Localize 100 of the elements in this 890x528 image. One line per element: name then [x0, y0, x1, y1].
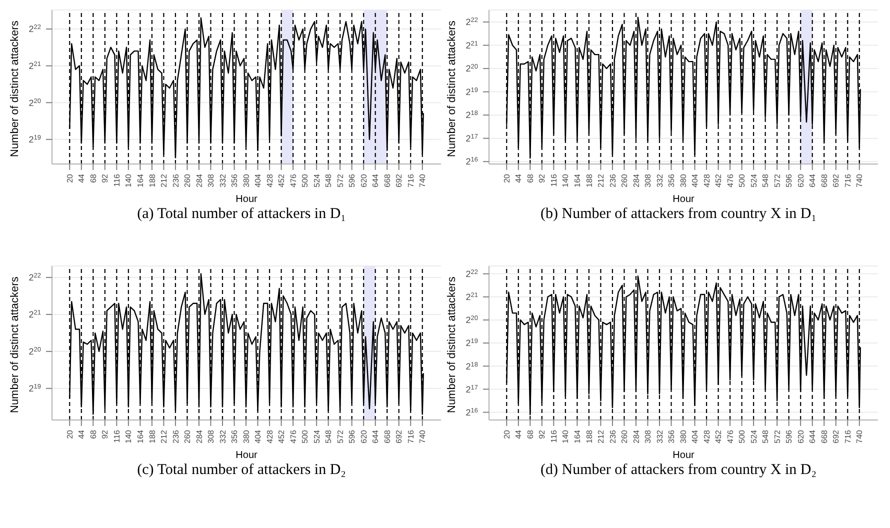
x-tick-label: 44	[77, 429, 86, 439]
x-tick-label: 620	[359, 173, 368, 188]
x-tick-label: 212	[160, 429, 169, 444]
x-tick-label: 44	[77, 173, 86, 183]
x-tick-label: 116	[549, 429, 558, 443]
x-tick-label: 164	[136, 429, 145, 444]
x-tick-label: 260	[620, 429, 630, 444]
x-tick-label: 188	[148, 173, 157, 188]
x-tick-label: 668	[820, 429, 829, 444]
y-tick-label: 2$^{20}$	[466, 63, 478, 74]
text: (b) Number of attackers from country X in D₁	[540, 206, 818, 223]
x-tick-label: 596	[784, 429, 794, 444]
y-tick-label: 2$^{16}$	[466, 406, 478, 418]
x-tick-label: 332	[218, 173, 228, 188]
x-tick-label: 572	[772, 173, 782, 188]
y-axis-title: Number of distinct attackers	[8, 276, 21, 413]
x-tick-label: 572	[336, 429, 345, 444]
y-tick-label: 2$^{21}$	[28, 309, 42, 320]
x-tick-label: 476	[288, 429, 298, 444]
x-tick-label: 236	[608, 173, 618, 188]
x-axis-title: Hour	[236, 450, 258, 461]
x-tick-label: 404	[254, 173, 263, 188]
x-tick-label: 332	[655, 429, 664, 444]
x-tick-label: 356	[667, 429, 676, 444]
x-tick-label: 716	[843, 429, 852, 444]
x-tick-label: 644	[371, 429, 380, 444]
x-tick-label: 140	[561, 429, 570, 444]
x-tick-label: 668	[820, 173, 829, 188]
x-tick-label: 212	[596, 429, 606, 444]
x-tick-label: 740	[855, 429, 864, 444]
x-tick-label: 92	[100, 429, 110, 439]
x-tick-label: 692	[394, 429, 404, 444]
x-tick-label: 428	[265, 173, 274, 188]
x-tick-label: 524	[749, 429, 758, 444]
y-axis-title: Number of distinct attackers	[8, 20, 21, 157]
y-axis-title: Number of distinct attackers	[446, 276, 458, 413]
x-tick-label: 68	[526, 173, 535, 183]
x-tick-label: 740	[418, 429, 428, 444]
y-tick-label: 2$^{22}$	[466, 268, 478, 279]
x-tick-label: 140	[124, 429, 134, 444]
x-tick-label: 284	[194, 429, 204, 444]
x-tick-label: 236	[171, 173, 180, 188]
x-tick-label: 116	[112, 173, 122, 187]
y-tick-label: 2$^{22}$	[28, 272, 42, 283]
x-tick-label: 548	[324, 173, 334, 188]
y-tick-label: 2$^{21}$	[466, 40, 478, 50]
x-tick-label: 404	[690, 429, 700, 444]
x-tick-label: 260	[183, 429, 192, 444]
x-tick-label: 140	[561, 173, 570, 188]
x-tick-label: 668	[382, 173, 392, 188]
y-tick-label: 2$^{20}$	[28, 97, 42, 108]
y-tick-label: 2$^{16}$	[466, 156, 478, 167]
x-tick-label: 404	[254, 429, 263, 444]
x-tick-label: 572	[772, 429, 782, 444]
x-tick-label: 500	[738, 429, 747, 444]
y-tick-label: 2$^{21}$	[28, 60, 42, 71]
y-tick-label: 2$^{22}$	[28, 24, 42, 34]
x-tick-label: 596	[784, 173, 794, 188]
x-tick-label: 188	[584, 429, 594, 444]
x-tick-label: 452	[714, 173, 724, 188]
y-tick-label: 2$^{18}$	[466, 110, 478, 120]
x-tick-label: 644	[371, 173, 380, 188]
x-tick-label: 380	[678, 173, 688, 188]
text: (c) Total number of attackers in D₂	[136, 462, 347, 479]
x-tick-label: 68	[88, 173, 98, 183]
x-tick-label: 188	[148, 429, 157, 444]
x-tick-label: 548	[324, 429, 334, 444]
y-tick-label: 2$^{17}$	[466, 384, 478, 394]
text: (a) Total number of attackers in D₁	[136, 206, 347, 223]
x-tick-label: 116	[112, 429, 122, 443]
x-tick-label: 140	[124, 173, 134, 188]
x-tick-label: 212	[160, 173, 169, 188]
x-tick-label: 20	[65, 173, 74, 183]
x-tick-label: 284	[632, 173, 641, 188]
x-tick-label: 572	[336, 173, 345, 188]
x-tick-label: 452	[277, 173, 286, 188]
x-tick-label: 692	[832, 173, 841, 188]
x-tick-label: 644	[808, 429, 818, 444]
x-axis-title: Hour	[236, 194, 258, 205]
y-tick-label: 2$^{20}$	[28, 346, 42, 357]
x-tick-label: 20	[502, 429, 512, 439]
y-tick-label: 2$^{21}$	[466, 292, 478, 302]
y-tick-label: 2$^{19}$	[466, 338, 478, 348]
x-tick-label: 164	[572, 429, 582, 444]
x-tick-label: 668	[382, 429, 392, 444]
x-tick-label: 356	[667, 173, 676, 188]
x-tick-label: 428	[702, 173, 712, 188]
x-tick-label: 116	[549, 173, 558, 187]
x-tick-label: 620	[359, 429, 368, 444]
x-tick-label: 740	[418, 173, 428, 188]
x-tick-label: 308	[206, 173, 216, 188]
x-tick-label: 380	[678, 429, 688, 444]
x-tick-label: 524	[312, 429, 322, 444]
x-tick-label: 428	[265, 429, 274, 444]
x-tick-label: 44	[514, 173, 524, 183]
x-tick-label: 716	[843, 173, 852, 188]
x-tick-label: 332	[655, 173, 664, 188]
x-tick-label: 380	[242, 429, 251, 444]
x-axis-title: Hour	[672, 194, 695, 205]
y-tick-label: 2$^{17}$	[466, 132, 478, 144]
